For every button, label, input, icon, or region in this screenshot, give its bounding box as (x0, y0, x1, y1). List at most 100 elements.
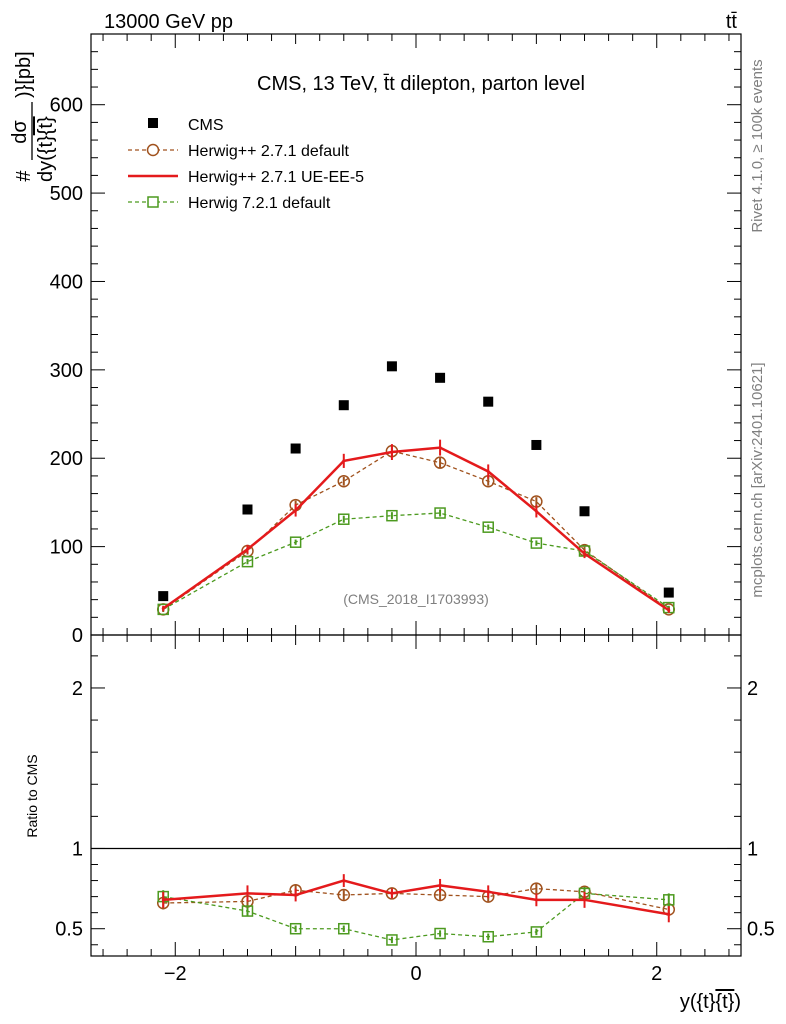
main-point-herwigpp-2-7-1-ue-ee-5 (667, 608, 671, 612)
ratio-point-herwigpp-2-7-1-ue-ee-5 (667, 912, 671, 916)
svg-text:#: # (13, 170, 35, 182)
y-tick-label-ratio: 2 (72, 678, 83, 700)
main-point-herwig-7-2-1-default (289, 536, 302, 548)
y-label-tail: )}[pb] (13, 51, 35, 98)
main-point-herwigpp-2-7-1-ue-ee-5 (534, 509, 538, 513)
legend: CMS Herwig++ 2.7.1 default Herwig++ 2.7.… (128, 117, 364, 212)
main-point-cms (242, 504, 253, 515)
main-point-cms (290, 443, 301, 454)
ratio-point-herwigpp-2-7-1-ue-ee-5 (390, 891, 394, 895)
main-point-cms (435, 372, 446, 383)
main-point-cms (483, 396, 494, 407)
main-point-herwigpp-2-7-1-ue-ee-5 (342, 459, 346, 463)
main-point-cms (531, 439, 542, 450)
x-tick-label: −2 (164, 963, 187, 985)
x-tick-label: 2 (651, 963, 662, 985)
main-point-herwigpp-2-7-1-ue-ee-5 (161, 606, 165, 610)
main-point-herwigpp-2-7-1-ue-ee-5 (486, 469, 490, 473)
ratio-point-herwig-7-2-1-default (289, 922, 302, 935)
main-series-group (156, 361, 676, 616)
main-point-herwigpp-2-7-1-ue-ee-5 (390, 450, 394, 454)
ratio-point-herwigpp-2-7-1-ue-ee-5 (245, 891, 249, 895)
ratio-point-herwig-7-2-1-default (482, 930, 494, 943)
main-axis-ticks: 0 100 200 300 400 500 600 (50, 33, 741, 647)
ratio-plot-frame (90, 634, 742, 957)
main-point-herwig-7-2-1-default (386, 509, 398, 522)
y-label-hash: # (13, 170, 35, 182)
main-line-herwig-7-2-1-default (162, 512, 670, 610)
y-label-denominator: dy({t} (35, 135, 57, 182)
x-label-end: ) (734, 991, 741, 1013)
x-axis-label: y({t}{t}) (680, 991, 741, 1013)
ratio-line-herwigpp-2-7-1-default (163, 887, 669, 911)
svg-text:dy({t}{t}: dy({t}{t} (35, 116, 57, 182)
ratio-point-herwigpp-2-7-1-ue-ee-5 (583, 898, 587, 902)
legend-marker-herwig7-default (147, 196, 159, 208)
ratio-point-herwig-7-2-1-default (241, 905, 254, 917)
ratio-point-herwig-7-2-1-default (386, 934, 398, 946)
x-axis-ticks: −2 0 2 (102, 34, 730, 985)
ratio-point-herwigpp-2-7-1-ue-ee-5 (486, 890, 490, 894)
legend-label-herwigpp-default: Herwig++ 2.7.1 default (188, 143, 350, 160)
y-axis-label-ratio: Ratio to CMS (24, 754, 40, 837)
y-tick-label-ratio: 1 (72, 838, 83, 860)
legend-marker-herwigpp-default (146, 143, 160, 157)
ratio-series-group (156, 874, 676, 946)
main-point-herwigpp-2-7-1-ue-ee-5 (245, 547, 249, 551)
main-point-cms (663, 587, 674, 598)
ratio-point-herwigpp-2-7-1-ue-ee-5 (534, 898, 538, 902)
ratio-point-herwigpp-2-7-1-ue-ee-5 (294, 893, 298, 897)
y-tick-label-ratio-right: 0.5 (747, 919, 775, 941)
ratio-point-herwigpp-2-7-1-ue-ee-5 (438, 883, 442, 887)
y-tick-label-main: 500 (50, 183, 83, 205)
ratio-line-herwigpp-2-7-1-ue-ee-5 (163, 879, 669, 916)
main-point-herwig-7-2-1-default (434, 507, 446, 519)
source-label: mcplots.cern.ch [arXiv:2401.10621] (749, 362, 766, 597)
main-point-cms (579, 506, 590, 517)
y-tick-label-main: 0 (72, 625, 83, 647)
ratio-point-herwig-7-2-1-default (663, 894, 675, 906)
y-tick-label-ratio-right: 2 (747, 678, 758, 700)
main-point-herwigpp-2-7-1-ue-ee-5 (294, 508, 298, 512)
main-point-herwig-7-2-1-default (157, 603, 169, 616)
y-tick-label-ratio-right: 1 (747, 838, 758, 860)
y-tick-label-main: 200 (50, 448, 83, 470)
ratio-axis-ticks: 0.5 0.5 1 1 2 2 (55, 655, 775, 946)
ratio-point-herwig-7-2-1-default (434, 927, 446, 940)
y-label-numerator: dσ (9, 120, 31, 144)
y-tick-label-main: 300 (50, 360, 83, 382)
main-point-cms (338, 400, 349, 411)
ratio-point-herwigpp-2-7-1-ue-ee-5 (161, 898, 165, 902)
main-point-herwig-7-2-1-default (338, 513, 350, 525)
main-point-cms (158, 591, 169, 602)
ratio-point-herwig-7-2-1-default (338, 922, 350, 935)
y-tick-label-main: 100 (50, 537, 83, 559)
x-label-bar: {t} (715, 991, 734, 1013)
main-point-herwig-7-2-1-default (530, 537, 543, 549)
ratio-point-herwig-7-2-1-default (530, 926, 543, 938)
main-point-herwigpp-2-7-1-default (433, 456, 447, 469)
legend-marker-cms (148, 118, 158, 128)
main-point-cms (386, 361, 397, 372)
legend-label-cms: CMS (188, 117, 224, 134)
main-line-herwigpp-2-7-1-default (162, 450, 670, 610)
legend-label-herwigpp-ue-ee-5: Herwig++ 2.7.1 UE-EE-5 (188, 169, 364, 186)
legend-label-herwig7-default: Herwig 7.2.1 default (188, 195, 331, 212)
main-point-herwig-7-2-1-default (482, 521, 494, 533)
rivet-label: Rivet 4.1.0, ≥ 100k events (749, 59, 766, 232)
x-label-start: y({t} (680, 991, 716, 1013)
ratio-point-herwigpp-2-7-1-default (337, 888, 351, 902)
main-line-herwigpp-2-7-1-ue-ee-5 (162, 446, 670, 612)
x-tick-label: 0 (410, 963, 421, 985)
y-tick-label-main: 600 (50, 95, 83, 117)
y-tick-label-ratio: 0.5 (55, 919, 83, 941)
ratio-point-herwigpp-2-7-1-ue-ee-5 (342, 879, 346, 883)
process-label: tt̄ (726, 11, 738, 33)
y-label-denominator-bar: {t} (35, 116, 57, 135)
chart-title: CMS, 13 TeV, t̄t dilepton, parton level (257, 73, 585, 95)
main-point-herwig-7-2-1-default (241, 555, 254, 568)
main-point-herwigpp-2-7-1-ue-ee-5 (438, 446, 442, 450)
y-axis-label-main: # dσ dy({t}{t} )}[pb] (9, 51, 57, 182)
analysis-tag: (CMS_2018_I1703993) (343, 591, 489, 607)
